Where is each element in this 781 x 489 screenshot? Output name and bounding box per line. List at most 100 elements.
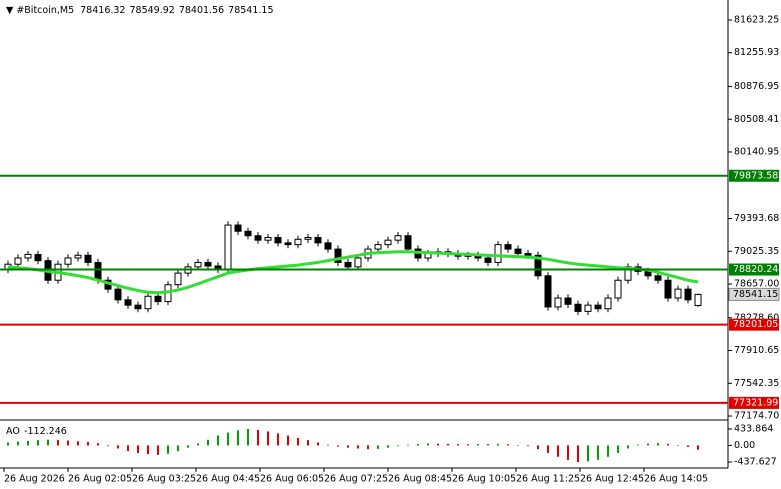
osc-bar — [597, 445, 599, 460]
osc-bar — [147, 445, 149, 455]
osc-bar — [517, 445, 519, 446]
osc-bar — [257, 429, 259, 446]
candle-body — [324, 242, 332, 250]
osc-bar — [667, 443, 669, 446]
candle-body — [384, 239, 392, 246]
osc-bar — [497, 443, 499, 446]
level-label: 79873.58 — [733, 170, 778, 181]
level-label-box — [729, 263, 779, 276]
candle-body — [294, 238, 302, 246]
osc-bar — [207, 439, 209, 446]
osc-bar — [607, 445, 609, 457]
osc-bar — [507, 444, 509, 446]
y-tick-label: 81255.93 — [734, 47, 779, 58]
candle-body — [684, 288, 692, 301]
osc-bar — [647, 443, 649, 446]
candle-body — [484, 257, 492, 263]
candle-body — [314, 237, 322, 244]
osc-bar — [77, 441, 79, 446]
candle-body — [34, 253, 42, 262]
x-tick-label: 26 Aug 12:45 — [580, 474, 644, 485]
osc-bar — [437, 443, 439, 446]
candle-body — [334, 248, 342, 263]
candle-body — [284, 242, 292, 246]
candle-body — [304, 237, 312, 240]
y-tick-label: 81623.25 — [734, 15, 779, 26]
current-price-label: 78541.15 — [733, 289, 778, 300]
osc-bar — [337, 445, 339, 447]
candle-body — [584, 304, 592, 312]
x-tick-label: 26 Aug 02:05 — [68, 474, 132, 485]
candle-body — [224, 224, 232, 271]
candle-body — [144, 295, 152, 310]
level-label: 78201.05 — [733, 319, 778, 330]
candle-body — [514, 248, 522, 255]
header-arrow: ▼ — [6, 5, 16, 16]
level-label-box — [729, 318, 779, 331]
y-tick-label: 78657.00 — [734, 279, 779, 290]
osc-bar — [107, 445, 109, 447]
osc-bar — [637, 444, 639, 446]
osc-bar — [37, 440, 39, 446]
osc-bar — [477, 444, 479, 446]
candle-body — [264, 237, 272, 241]
oscillator-last: -112.246 — [24, 426, 67, 437]
candle-body — [614, 279, 622, 299]
osc-bar — [567, 445, 569, 460]
candle-body — [94, 261, 102, 281]
level-label: 78820.24 — [733, 264, 778, 275]
oscillator-header: AO -112.246 — [6, 426, 67, 437]
osc-bar — [97, 443, 99, 446]
osc-bar — [407, 444, 409, 446]
osc-bar — [247, 429, 249, 446]
x-tick-label: 26 Aug 03:25 — [132, 474, 196, 485]
y-tick-label: 80140.95 — [734, 146, 779, 157]
candle-body — [344, 261, 352, 268]
candle-body — [64, 257, 72, 265]
osc-bar — [657, 443, 659, 446]
x-tick-label: 26 Aug 07:25 — [324, 474, 388, 485]
osc-bar — [57, 440, 59, 446]
y-tick-label: 78278.60 — [734, 312, 779, 323]
osc-bar — [537, 445, 539, 450]
y-tick-label: 80508.41 — [734, 114, 779, 125]
current-price-box — [728, 287, 780, 301]
osc-bar — [267, 431, 269, 446]
candle-body — [534, 254, 542, 277]
candle-body — [204, 261, 212, 267]
x-tick-label: 26 Aug 10:05 — [452, 474, 516, 485]
y-tick-label: 77174.70 — [734, 411, 779, 422]
osc-y-tick-label: -437.627 — [734, 457, 777, 468]
candle-body — [564, 297, 572, 305]
osc-bar — [347, 445, 349, 448]
osc-bar — [137, 445, 139, 454]
osc-bar — [527, 445, 529, 447]
osc-bar — [617, 445, 619, 454]
y-tick-label: 80876.95 — [734, 81, 779, 92]
osc-bar — [87, 442, 89, 446]
x-tick-label: 26 Aug 08:45 — [388, 474, 452, 485]
osc-bar — [627, 445, 629, 449]
oscillator-name: AO — [6, 426, 20, 437]
header-high: 78549.92 — [129, 5, 174, 16]
osc-bar — [27, 440, 29, 446]
candle-body — [524, 253, 532, 256]
candle-body — [14, 257, 22, 265]
candle-body — [84, 254, 92, 263]
osc-bar — [217, 435, 219, 446]
candle-body — [404, 235, 412, 250]
osc-bar — [677, 445, 679, 446]
candle-body — [604, 297, 612, 310]
candle-body — [254, 235, 262, 241]
candle-body — [124, 299, 132, 306]
candle-body — [24, 253, 32, 259]
candle-body — [234, 224, 242, 232]
candle-body — [394, 235, 402, 241]
level-label-box — [729, 169, 779, 182]
osc-bar — [327, 444, 329, 446]
candle-body — [154, 295, 162, 303]
osc-bar — [457, 444, 459, 446]
osc-bar — [357, 445, 359, 449]
osc-bar — [317, 442, 319, 446]
osc-bar — [417, 443, 419, 446]
